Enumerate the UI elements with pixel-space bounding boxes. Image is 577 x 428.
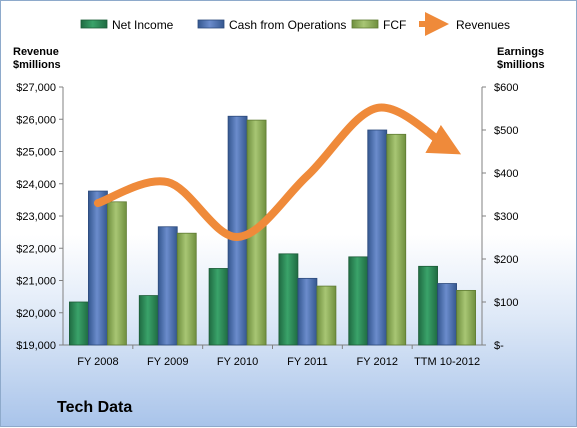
right-axis-title-line2: $millions [497,59,545,71]
left-tick-label: $23,000 [16,211,56,223]
bar-net-income [138,295,159,346]
bar-fcf [176,232,197,346]
right-tick-label: $500 [494,125,518,137]
legend-label-net-income: Net Income [112,18,174,32]
left-tick-label: $26,000 [16,114,56,126]
left-axis-title-line2: $millions [13,59,61,71]
axes: $19,000 $20,000 $21,000 $22,000 $23,000 $24,0… [16,82,518,368]
left-axis-title-line1: Revenue [13,46,59,58]
bar-fcf [386,133,407,346]
left-tick-label: $22,000 [16,243,56,255]
right-tick-label: $100 [494,297,518,309]
bar-cash-from-operations [227,115,248,346]
legend: Net Income Cash from Operations FCF Revenue… [80,12,510,36]
company-name: Tech Data [57,399,133,416]
legend-label-fcf: FCF [383,18,406,32]
bar-cash-from-operations [367,129,388,346]
bar-net-income [278,253,299,346]
bar-fcf [456,289,476,346]
left-tick-label: $19,000 [16,340,56,352]
x-tick-label: FY 2010 [217,356,258,368]
bar-cash-from-operations [297,277,318,346]
revenue-line-path [93,103,462,241]
x-tick-label: FY 2011 [287,356,328,368]
right-tick-label: $600 [494,82,518,94]
right-axis-title-line1: Earnings [497,46,545,58]
left-tick-label: $24,000 [16,179,56,191]
right-tick-label: $300 [494,211,518,223]
legend-label-cash-from-operations: Cash from Operations [229,18,346,32]
bar-cash-from-operations [157,226,178,346]
bar-fcf [107,201,127,346]
legend-swatch-net-income [80,19,108,29]
right-tick-label: $200 [494,254,518,266]
right-tick-label: $400 [494,168,518,180]
bar-fcf [316,285,337,346]
revenue-line [93,103,462,241]
bar-net-income [348,256,369,346]
bar-net-income [69,301,89,346]
bars [69,115,476,346]
x-tick-label: TTM 10-2012 [414,356,480,368]
x-tick-label: FY 2008 [77,356,118,368]
x-tick-label: FY 2009 [147,356,188,368]
bar-net-income [418,265,438,346]
right-axis-title: Earnings $millions [497,46,545,72]
bar-net-income [208,268,229,346]
left-tick-label: $27,000 [16,82,56,94]
x-tick-label: FY 2012 [357,356,398,368]
legend-swatch-cash-from-operations [197,19,225,29]
right-tick-label: $- [494,340,504,352]
left-tick-label: $25,000 [16,147,56,159]
left-tick-label: $20,000 [16,308,56,320]
left-tick-label: $21,000 [16,276,56,288]
legend-swatch-fcf [351,19,379,29]
bar-cash-from-operations [88,190,108,346]
legend-label-revenues: Revenues [456,18,510,32]
left-axis-title: Revenue $millions [13,46,61,72]
bar-cash-from-operations [437,283,457,346]
